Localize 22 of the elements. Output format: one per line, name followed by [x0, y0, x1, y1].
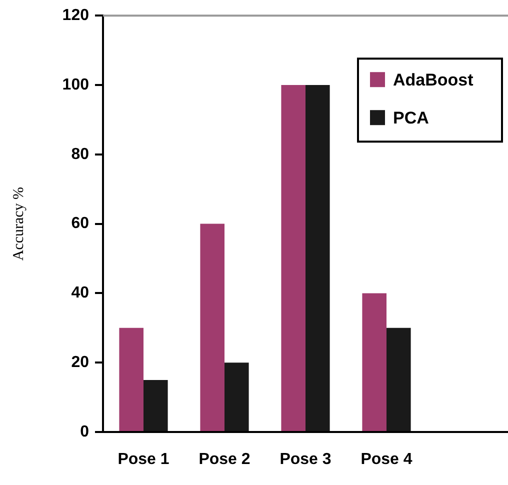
x-tick-label: Pose 2: [198, 451, 250, 468]
bar: [386, 328, 411, 431]
y-tick-label: 60: [71, 215, 90, 232]
bar: [200, 224, 224, 431]
bar: [362, 293, 386, 431]
y-tick-label: 0: [80, 423, 90, 440]
y-tick-label: 20: [71, 354, 90, 372]
y-tick-label: 40: [71, 284, 90, 302]
y-axis-title: Accuracy %: [10, 186, 27, 261]
bar: [224, 362, 249, 431]
bar: [306, 85, 330, 431]
y-tick-label: 80: [71, 146, 90, 163]
y-tick-label: 120: [62, 7, 90, 24]
legend-label: PCA: [393, 108, 429, 128]
x-tick-label: Pose 1: [118, 451, 170, 468]
bar: [119, 328, 144, 431]
x-tick-label: Pose 4: [360, 451, 412, 468]
x-tick-label: Pose 3: [280, 451, 332, 468]
bar: [281, 85, 306, 431]
legend-label: AdaBoost: [393, 70, 474, 90]
bar: [144, 380, 168, 431]
y-tick-label: 100: [62, 76, 90, 94]
